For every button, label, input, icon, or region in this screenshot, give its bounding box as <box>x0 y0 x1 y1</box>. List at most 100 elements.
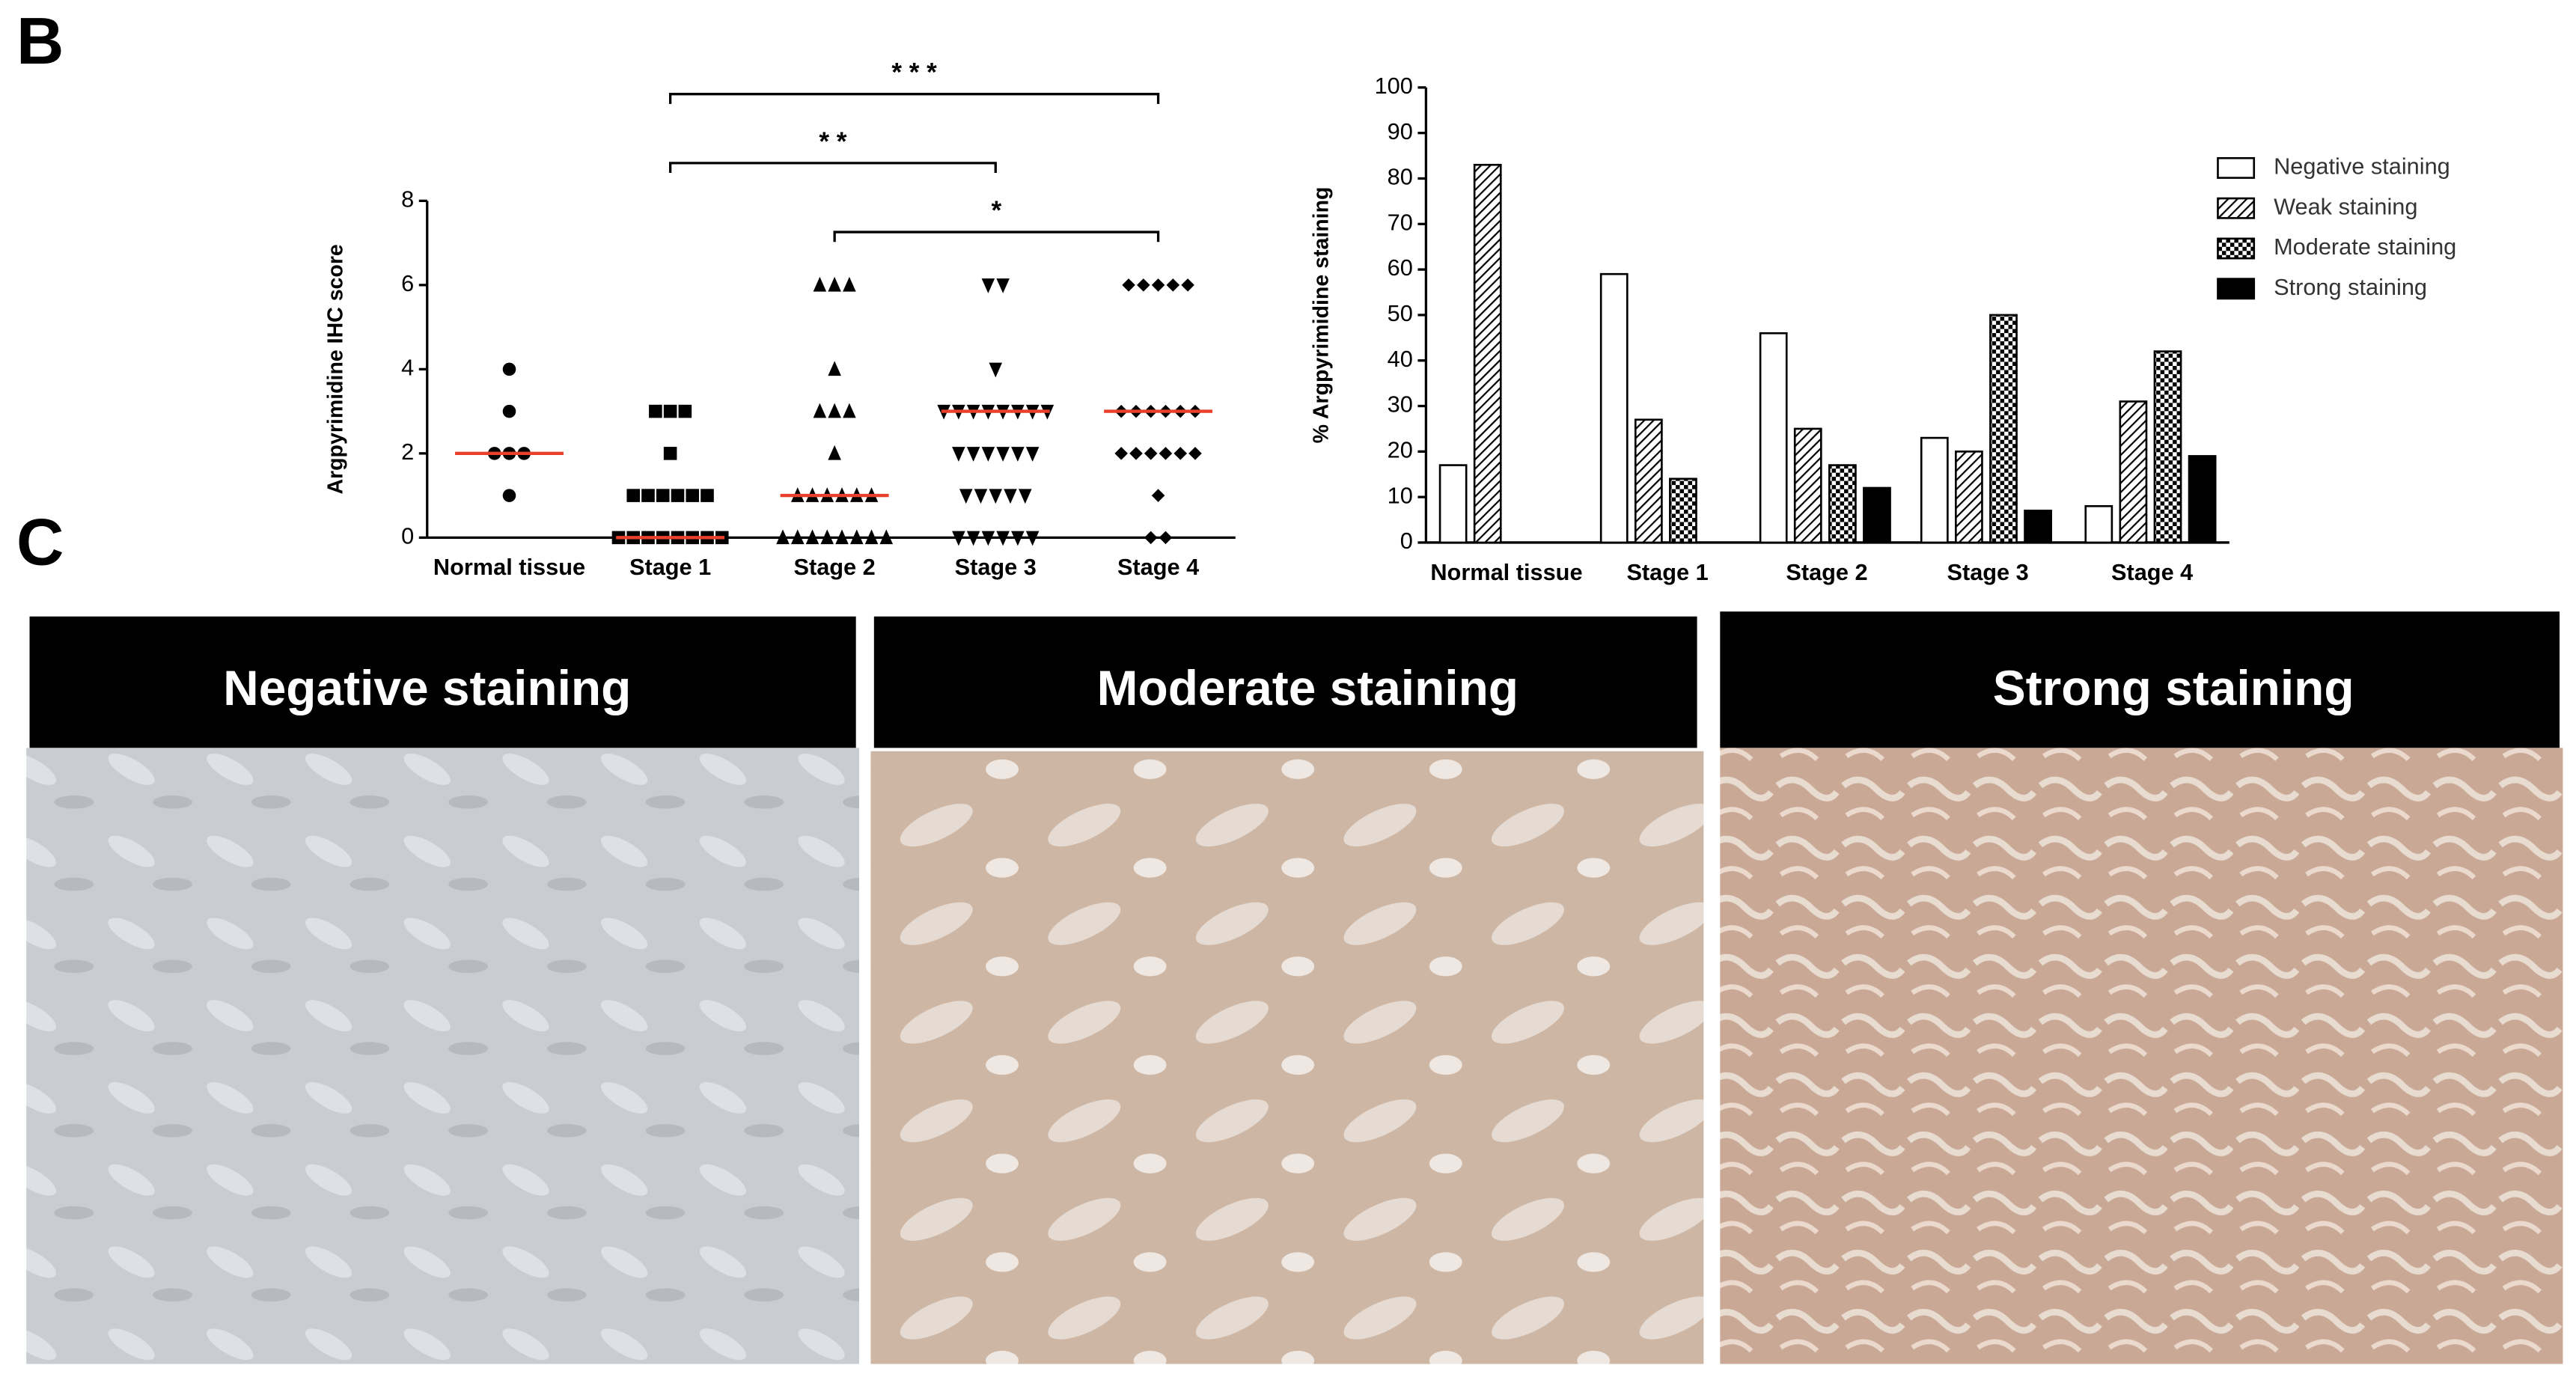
bar <box>1920 436 1949 544</box>
point <box>835 529 849 545</box>
bar <box>1473 163 1502 544</box>
y-tick-label: 4 <box>401 354 414 380</box>
y-tick-label: 90 <box>1388 118 1413 144</box>
point <box>1144 531 1158 545</box>
point <box>966 447 980 462</box>
point <box>974 489 988 504</box>
legend-label: Negative staining <box>2274 153 2450 180</box>
panel-title: Negative staining <box>223 660 631 715</box>
micrograph <box>26 748 860 1364</box>
point <box>1151 489 1165 502</box>
point <box>502 489 516 502</box>
y-tick-label: 100 <box>1375 73 1413 99</box>
x-tick-label: Stage 2 <box>1786 559 1867 585</box>
x-tick-label: Stage 3 <box>955 554 1037 580</box>
bar <box>1438 464 1468 544</box>
point <box>656 489 670 502</box>
bar <box>1599 272 1629 544</box>
bar <box>1989 314 2018 544</box>
point <box>952 531 965 546</box>
bar <box>1793 427 1822 544</box>
significance-bracket <box>668 93 1160 104</box>
y-tick-label: 10 <box>1388 482 1413 508</box>
point <box>1025 531 1040 546</box>
point <box>849 529 864 545</box>
significance-bracket <box>668 162 997 174</box>
point <box>1129 447 1143 460</box>
point <box>879 529 894 545</box>
point <box>686 489 700 502</box>
point <box>1144 447 1158 460</box>
point <box>671 489 685 502</box>
point <box>1151 278 1165 292</box>
x-tick-label: Stage 3 <box>1947 559 2028 585</box>
point <box>828 361 841 376</box>
point <box>1004 489 1017 504</box>
point <box>626 489 641 502</box>
x-tick-label: Stage 4 <box>2111 559 2193 585</box>
bar <box>2024 510 2052 544</box>
legend-swatch <box>2217 156 2256 179</box>
point <box>1011 531 1025 546</box>
significance-label: * <box>992 196 1002 225</box>
point <box>959 489 973 504</box>
point <box>966 531 980 546</box>
point <box>828 445 841 460</box>
point <box>805 529 820 545</box>
x-tick-label: Normal tissue <box>433 554 585 580</box>
y-tick-label: 40 <box>1388 346 1413 372</box>
point <box>981 278 995 293</box>
point <box>989 362 1003 378</box>
point <box>813 403 827 418</box>
point <box>1159 447 1173 460</box>
legend-label: Moderate staining <box>2274 233 2456 260</box>
x-tick-label: Stage 1 <box>1626 559 1708 585</box>
panel-title: Strong staining <box>1993 660 2354 715</box>
y-tick-label: 2 <box>401 439 414 465</box>
legend-swatch <box>2217 197 2256 219</box>
point <box>1122 278 1135 292</box>
point <box>864 529 879 545</box>
significance-label: * * * <box>891 58 937 88</box>
point <box>1166 278 1180 292</box>
point <box>663 447 677 460</box>
point <box>1025 447 1040 462</box>
y-tick-label: 8 <box>401 186 414 212</box>
image-panel: Moderate staining <box>870 616 1704 1364</box>
bar <box>2188 455 2217 544</box>
point <box>828 276 841 292</box>
point <box>641 489 655 502</box>
point <box>1159 531 1173 545</box>
point <box>1188 447 1202 460</box>
panel-title: Moderate staining <box>1097 660 1519 715</box>
point <box>1018 489 1032 504</box>
panel-label: B <box>16 4 64 78</box>
point <box>952 447 965 462</box>
image-panel: Negative staining <box>26 616 860 1364</box>
panel-header <box>29 616 856 748</box>
micrograph <box>1720 748 2563 1364</box>
bar <box>2119 400 2148 544</box>
bar <box>1828 464 1857 544</box>
point <box>1181 278 1194 292</box>
y-tick-label: 50 <box>1388 300 1413 326</box>
y-tick-label: 6 <box>401 270 414 296</box>
significance-label: * * <box>819 127 846 156</box>
y-tick-label: 30 <box>1388 391 1413 418</box>
y-tick-label: 70 <box>1388 209 1413 235</box>
y-axis-label: % Argpyrimidine staining <box>1310 187 1334 444</box>
bar <box>2084 504 2113 544</box>
point <box>701 489 714 502</box>
y-tick-label: 20 <box>1388 436 1413 463</box>
point <box>820 529 834 545</box>
bar <box>1955 451 1983 544</box>
panel-header <box>1720 611 2560 748</box>
legend-swatch <box>2217 278 2256 300</box>
y-tick-label: 60 <box>1388 254 1413 281</box>
bar <box>1759 332 1788 544</box>
point <box>828 403 841 418</box>
legend-label: Strong staining <box>2274 274 2427 300</box>
significance-bracket <box>833 231 1160 242</box>
x-tick-label: Stage 1 <box>629 554 711 580</box>
